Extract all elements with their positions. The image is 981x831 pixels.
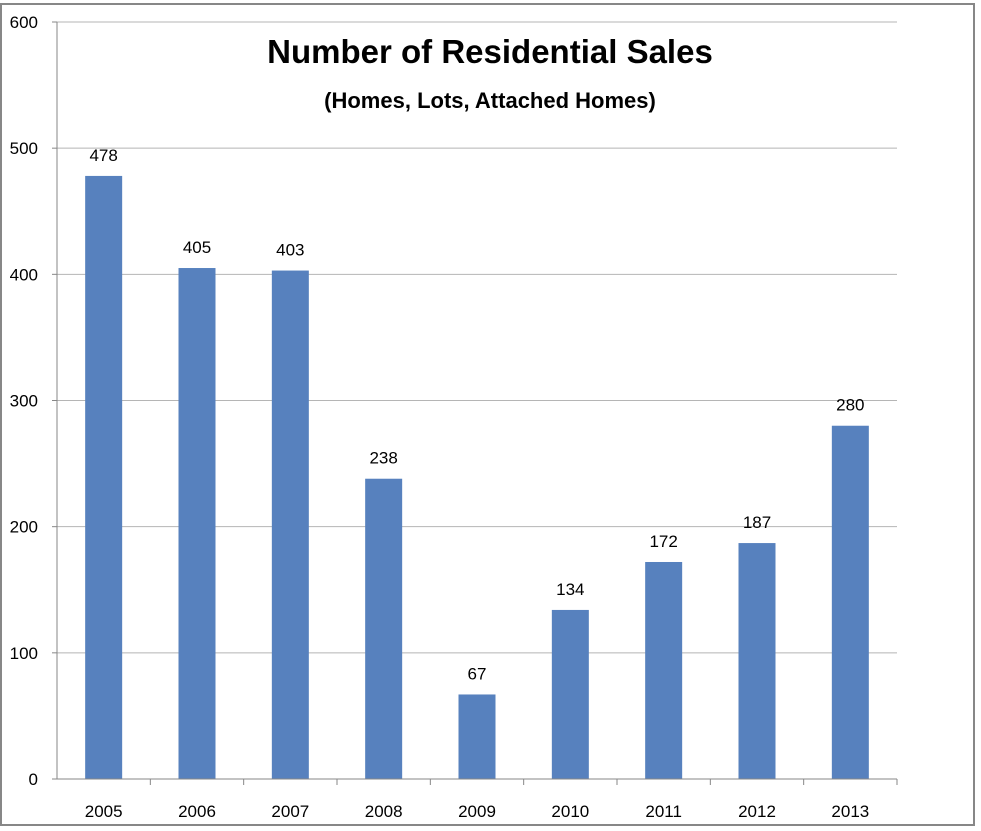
data-label-2008: 238 bbox=[369, 449, 397, 468]
data-label-2006: 405 bbox=[183, 238, 211, 257]
x-tick-label-2010: 2010 bbox=[551, 802, 589, 821]
data-label-2005: 478 bbox=[89, 146, 117, 165]
data-label-2009: 67 bbox=[468, 664, 487, 683]
y-tick-label: 300 bbox=[10, 392, 38, 411]
data-label-2011: 172 bbox=[649, 532, 677, 551]
data-label-2007: 403 bbox=[276, 241, 304, 260]
x-tick-label-2011: 2011 bbox=[645, 802, 682, 821]
data-label-2013: 280 bbox=[836, 396, 864, 415]
y-tick-label: 500 bbox=[10, 139, 38, 158]
bars bbox=[85, 175, 869, 779]
bar-2010 bbox=[551, 609, 589, 779]
y-tick-label: 100 bbox=[10, 644, 38, 663]
x-tick-label-2008: 2008 bbox=[365, 802, 403, 821]
bar-2012 bbox=[738, 543, 776, 779]
x-tick-label-2005: 2005 bbox=[85, 802, 123, 821]
y-tick-label: 400 bbox=[10, 265, 38, 284]
bar-2009 bbox=[458, 694, 496, 779]
data-label-2012: 187 bbox=[743, 513, 771, 532]
y-axis-tick-labels: 0 100 200 300 400 500 600 bbox=[10, 13, 38, 789]
y-tick-label: 600 bbox=[10, 13, 38, 32]
data-labels: 478 405 403 238 67 134 172 187 280 bbox=[89, 146, 864, 684]
x-axis-tick-labels: 2005 2006 2007 2008 2009 2010 2011 2012 2013 bbox=[85, 779, 898, 821]
x-tick-label-2007: 2007 bbox=[271, 802, 309, 821]
y-tick-label: 200 bbox=[10, 518, 38, 537]
bar-2013 bbox=[831, 425, 869, 779]
bar-2011 bbox=[645, 561, 683, 779]
y-tick-label: 0 bbox=[29, 770, 38, 789]
data-label-2010: 134 bbox=[556, 580, 584, 599]
bar-2007 bbox=[271, 270, 309, 779]
chart-title: Number of Residential Sales bbox=[267, 33, 713, 70]
x-tick-label-2013: 2013 bbox=[831, 802, 869, 821]
bar-2008 bbox=[365, 478, 403, 779]
chart-subtitle: (Homes, Lots, Attached Homes) bbox=[324, 88, 656, 113]
chart-frame bbox=[0, 3, 975, 826]
x-tick-label-2012: 2012 bbox=[738, 802, 776, 821]
x-tick-label-2006: 2006 bbox=[178, 802, 216, 821]
bar-2006 bbox=[178, 268, 216, 779]
bar-2005 bbox=[85, 175, 123, 779]
x-tick-label-2009: 2009 bbox=[458, 802, 496, 821]
